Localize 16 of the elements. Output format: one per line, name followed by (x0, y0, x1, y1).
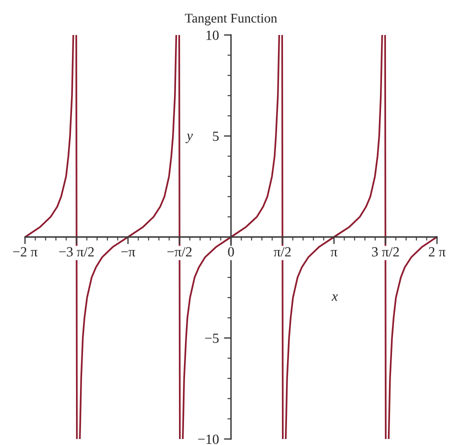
y-tick-label: 10 (206, 30, 219, 40)
x-tick-label: 3 π/2 (372, 247, 399, 256)
chart-title: Tangent Function (184, 14, 278, 26)
x-tick-label: −2 π (13, 247, 38, 256)
y-tick-label: −5 (205, 334, 219, 343)
x-tick-label: −π/2 (167, 247, 192, 256)
x-tick-label: π (330, 250, 338, 256)
y-axis-title: y (186, 134, 193, 144)
x-tick-label: −π (121, 250, 136, 256)
x-tick-label: π/2 (274, 247, 291, 256)
x-tick-label: −3 π/2 (59, 247, 94, 256)
x-axis-title: x (332, 294, 338, 301)
y-tick-label: −10 (198, 434, 219, 444)
x-tick-label: 2 π (428, 247, 446, 256)
x-tick-label: 0 (228, 247, 234, 256)
y-tick-label: 5 (213, 132, 219, 141)
